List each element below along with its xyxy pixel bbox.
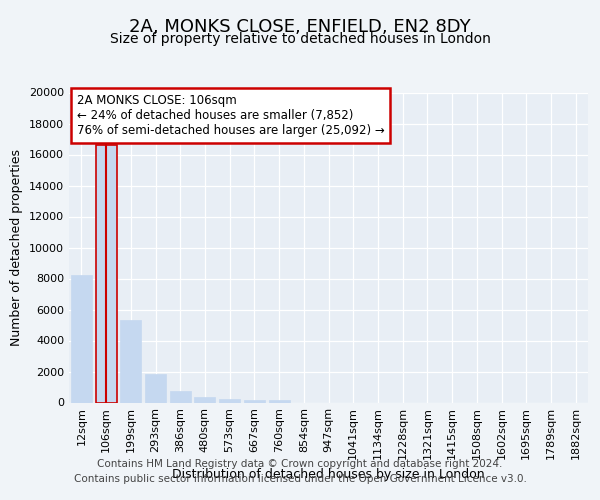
Text: Contains public sector information licensed under the Open Government Licence v3: Contains public sector information licen… <box>74 474 526 484</box>
Text: 2A, MONKS CLOSE, ENFIELD, EN2 8DY: 2A, MONKS CLOSE, ENFIELD, EN2 8DY <box>129 18 471 36</box>
Bar <box>95 145 116 403</box>
Bar <box>71 276 92 402</box>
Bar <box>244 400 265 402</box>
Bar <box>120 320 141 402</box>
Bar <box>269 400 290 402</box>
Bar <box>219 399 240 402</box>
Text: 2A MONKS CLOSE: 106sqm
← 24% of detached houses are smaller (7,852)
76% of semi-: 2A MONKS CLOSE: 106sqm ← 24% of detached… <box>77 94 385 137</box>
Y-axis label: Number of detached properties: Number of detached properties <box>10 149 23 346</box>
X-axis label: Distribution of detached houses by size in London: Distribution of detached houses by size … <box>172 468 485 481</box>
Bar <box>194 397 215 402</box>
Text: Contains HM Land Registry data © Crown copyright and database right 2024.: Contains HM Land Registry data © Crown c… <box>97 459 503 469</box>
Bar <box>145 374 166 402</box>
Bar <box>170 391 191 402</box>
Text: Size of property relative to detached houses in London: Size of property relative to detached ho… <box>110 32 490 46</box>
